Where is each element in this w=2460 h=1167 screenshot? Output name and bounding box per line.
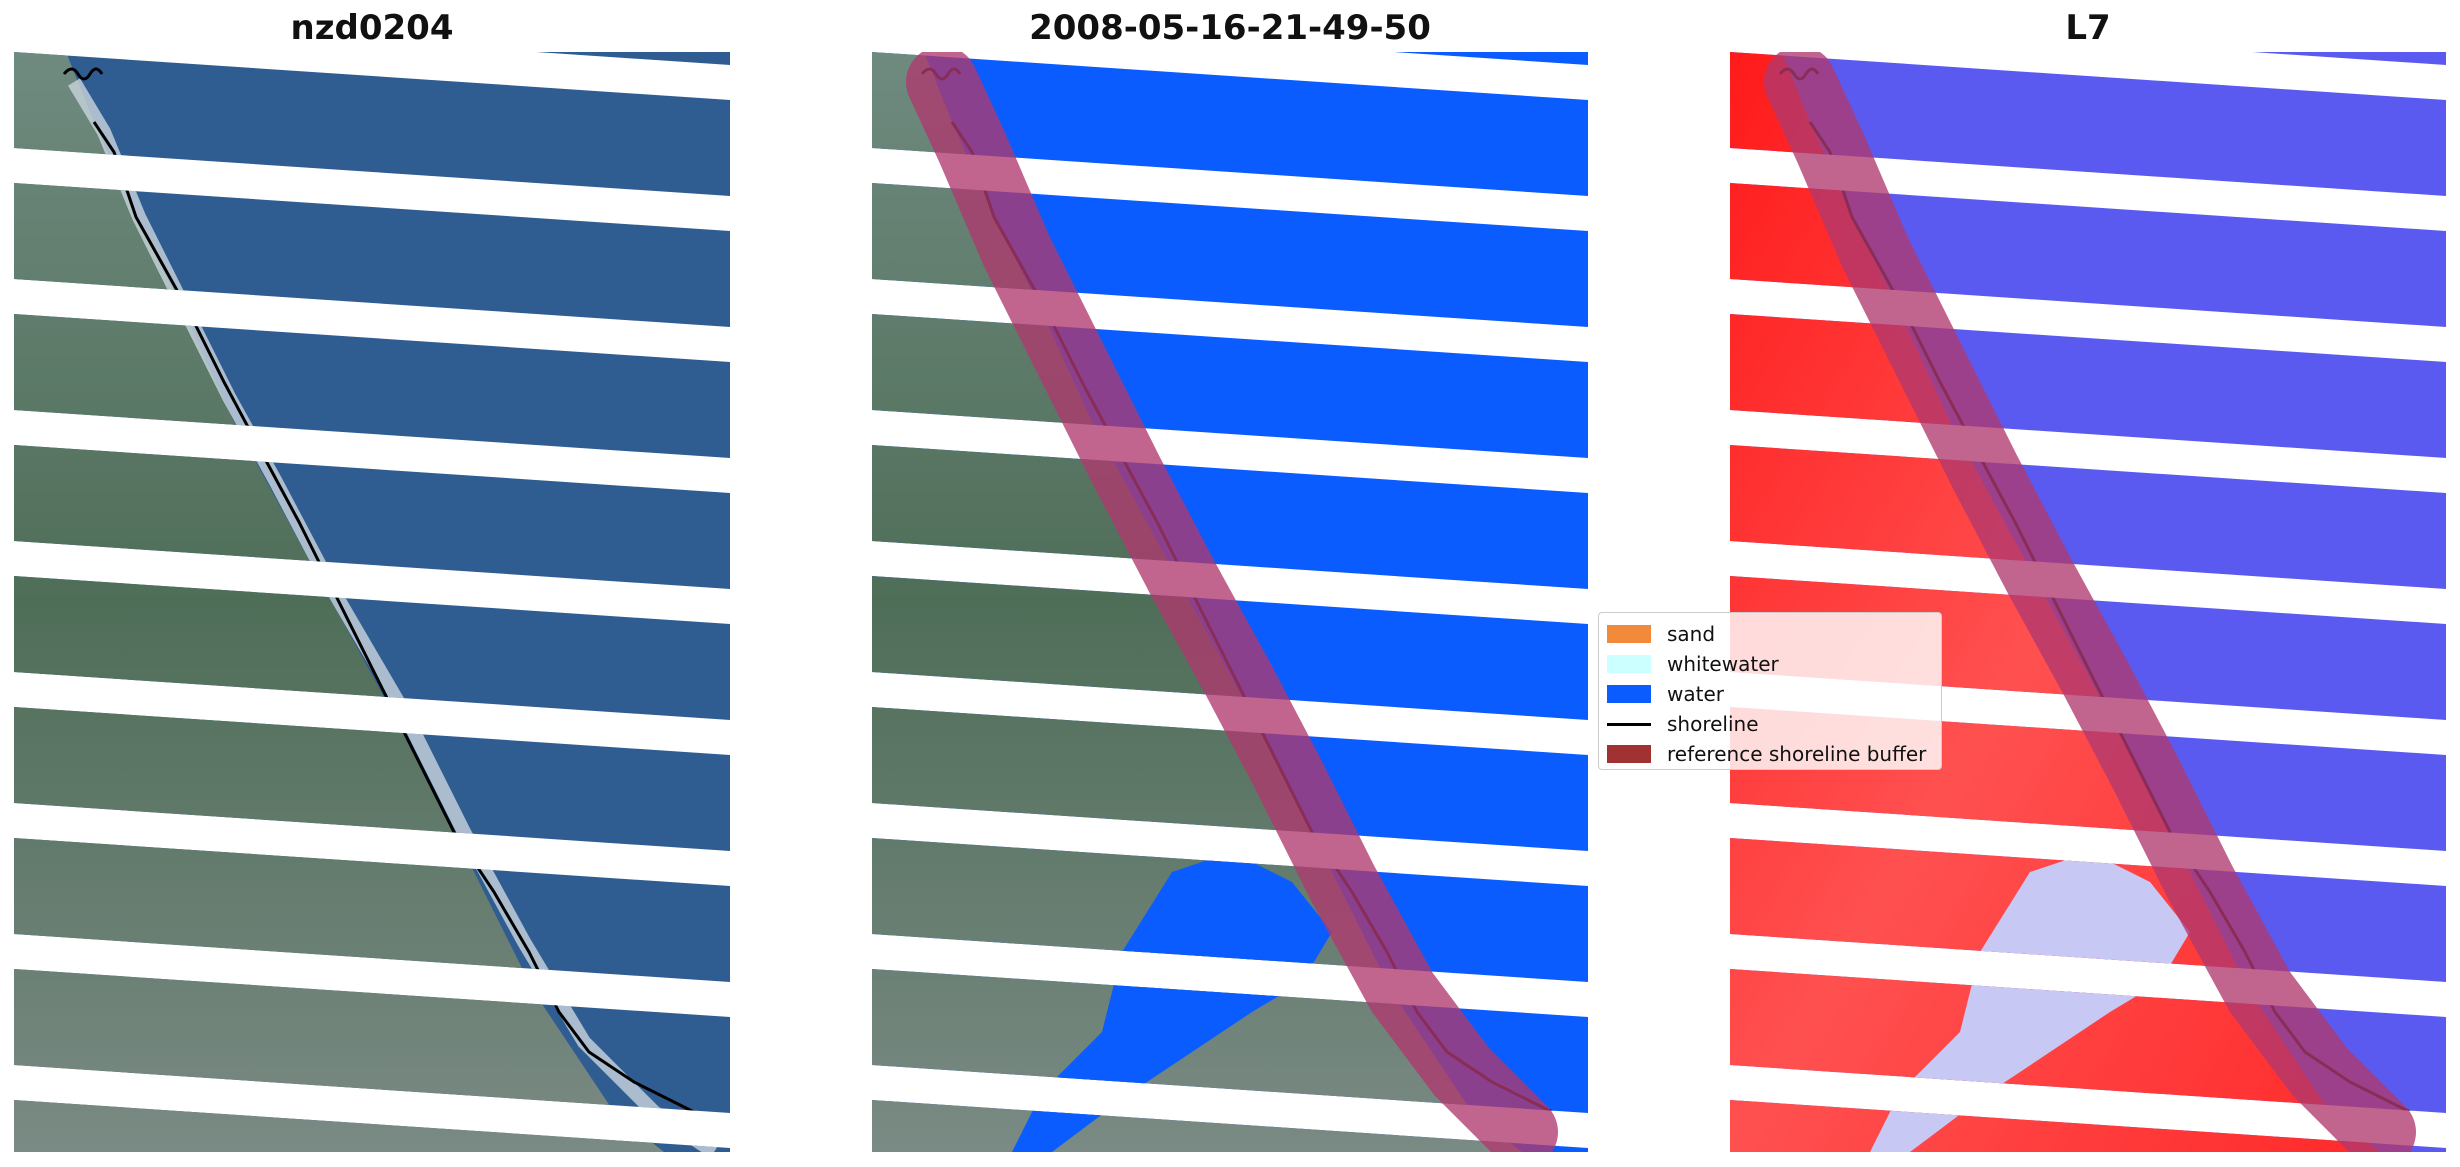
legend-item-sand: sand (1607, 619, 1933, 649)
legend-swatch-sand (1607, 625, 1651, 643)
legend-swatch-shoreline (1607, 722, 1651, 726)
legend-label-buffer: reference shoreline buffer (1667, 742, 1927, 766)
map-legend: sand whitewater water shoreline referenc… (1598, 612, 1942, 770)
legend-swatch-buffer (1607, 745, 1651, 763)
inland-low-index (1870, 852, 2190, 1152)
legend-item-buffer: reference shoreline buffer (1607, 739, 1933, 769)
legend-label-whitewater: whitewater (1667, 652, 1779, 676)
reference-shoreline-buffer (1764, 52, 2416, 1152)
land-area (14, 52, 664, 1152)
classified-image-panel (872, 52, 1588, 1152)
reference-shoreline-buffer (906, 52, 1558, 1152)
panel-title-rgb: nzd0204 (290, 8, 454, 48)
rgb-image-panel (14, 52, 730, 1152)
panel-title-index: L7 (2065, 8, 2111, 48)
inland-water-class (1012, 852, 1332, 1152)
legend-label-sand: sand (1667, 622, 1716, 646)
shoreline-top-squiggle (62, 67, 104, 81)
legend-swatch-whitewater (1607, 655, 1651, 673)
legend-item-whitewater: whitewater (1607, 649, 1933, 679)
legend-item-water: water (1607, 679, 1933, 709)
legend-swatch-water (1607, 685, 1651, 703)
legend-label-water: water (1667, 682, 1724, 706)
index-image-panel (1730, 52, 2446, 1152)
shoreline (92, 121, 725, 1129)
panel-title-classified: 2008-05-16-21-49-50 (1029, 8, 1431, 48)
legend-item-shoreline: shoreline (1607, 709, 1933, 739)
legend-label-shoreline: shoreline (1667, 712, 1759, 736)
